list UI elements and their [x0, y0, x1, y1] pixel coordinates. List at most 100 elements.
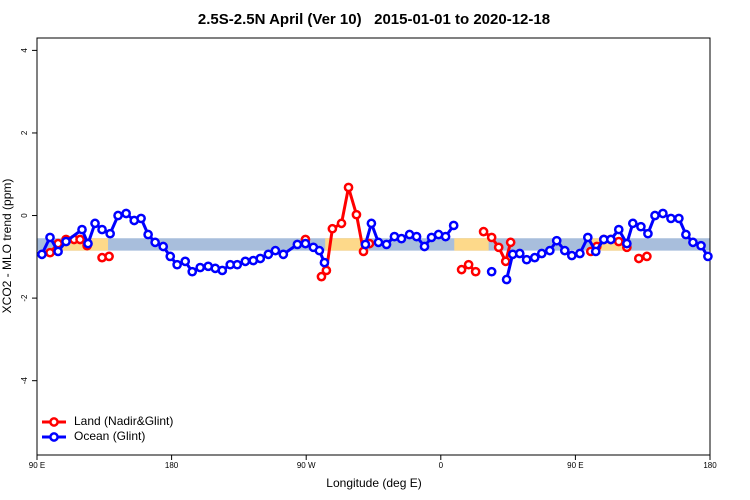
data-point [45, 247, 55, 258]
data-point [232, 259, 243, 270]
data-point [650, 210, 660, 221]
legend-label: Land (Nadir&Glint) [74, 414, 173, 428]
series-line [48, 186, 648, 278]
data-point [627, 218, 638, 229]
data-point [180, 256, 191, 267]
data-point [486, 232, 497, 243]
y-axis-label: XCO2 - MLO trend (ppm) [0, 179, 14, 314]
x-tick-label: 0 [439, 461, 444, 470]
data-point [478, 226, 489, 237]
data-point [314, 245, 325, 256]
x-tick-label: 180 [703, 461, 717, 470]
data-point [463, 259, 474, 270]
data-point [696, 240, 706, 251]
data-point [90, 218, 100, 229]
data-point [674, 213, 684, 224]
data-point [643, 228, 653, 239]
y-tick-label: 2 [20, 130, 29, 135]
data-point [448, 220, 459, 231]
data-point [666, 213, 676, 224]
data-point [366, 218, 377, 229]
y-tick-label: -2 [20, 294, 29, 302]
y-tick-label: -4 [20, 377, 29, 385]
data-point [658, 208, 668, 219]
data-point [486, 266, 497, 277]
data-point [270, 245, 281, 256]
data-point [187, 266, 198, 277]
data-point [136, 213, 146, 224]
data-point [121, 208, 131, 219]
data-point [97, 224, 107, 235]
legend-label: Ocean (Glint) [74, 429, 145, 443]
data-point [336, 218, 347, 229]
x-tick-label: 90 W [297, 461, 316, 470]
data-point [559, 245, 570, 256]
data-point [440, 231, 451, 242]
data-point [419, 241, 430, 252]
data-point [105, 228, 115, 239]
legend-swatch-point [49, 432, 59, 442]
x-tick-label: 180 [165, 461, 179, 470]
data-point [590, 246, 601, 257]
data-point [514, 248, 525, 259]
data-point [536, 248, 547, 259]
data-point [636, 221, 646, 232]
data-point [703, 251, 713, 262]
data-point [316, 271, 327, 282]
data-point [75, 234, 85, 245]
data-point [605, 234, 616, 245]
data-point [278, 249, 289, 260]
data-point [37, 249, 47, 260]
data-point [158, 241, 169, 252]
data-point [172, 259, 182, 270]
x-axis-label: Longitude (deg E) [326, 476, 421, 490]
data-point [195, 262, 206, 273]
data-point [688, 237, 698, 248]
data-point [470, 266, 481, 277]
data-point [493, 242, 504, 253]
data-point [566, 250, 577, 261]
plot-frame [36, 37, 711, 456]
data-point [83, 238, 93, 249]
data-point [456, 264, 467, 275]
data-point [505, 237, 516, 248]
x-tick-label: 90 E [567, 461, 583, 470]
data-point [292, 239, 303, 250]
data-point [633, 253, 644, 264]
y-tick-label: 4 [20, 48, 29, 53]
data-point [321, 265, 332, 276]
band [325, 238, 369, 251]
data-point [217, 265, 228, 276]
data-point [551, 235, 562, 246]
data-point [113, 210, 123, 221]
data-point [681, 229, 691, 240]
data-point [343, 182, 354, 193]
data-point [396, 233, 407, 244]
data-point [521, 254, 532, 265]
data-point [529, 252, 540, 263]
y-tick-label: 0 [20, 213, 29, 218]
data-point [613, 224, 624, 235]
data-point [544, 245, 555, 256]
data-point [165, 251, 176, 262]
data-point [300, 238, 311, 249]
data-point [621, 238, 632, 249]
chart-title: 2.5S-2.5N April (Ver 10) 2015-01-01 to 2… [198, 11, 550, 28]
data-point [381, 239, 392, 250]
data-point [360, 239, 371, 250]
data-point [500, 256, 511, 267]
data-point [240, 256, 251, 267]
data-point [582, 232, 593, 243]
data-point [150, 237, 160, 248]
data-point [61, 236, 71, 247]
data-point [53, 246, 63, 257]
data-point [642, 251, 652, 262]
data-point [501, 274, 512, 285]
data-point [613, 236, 624, 247]
x-tick-label: 90 E [29, 461, 45, 470]
data-point [77, 224, 87, 235]
data-point [319, 257, 330, 268]
band [454, 238, 489, 251]
legend-swatch-point [49, 417, 59, 427]
